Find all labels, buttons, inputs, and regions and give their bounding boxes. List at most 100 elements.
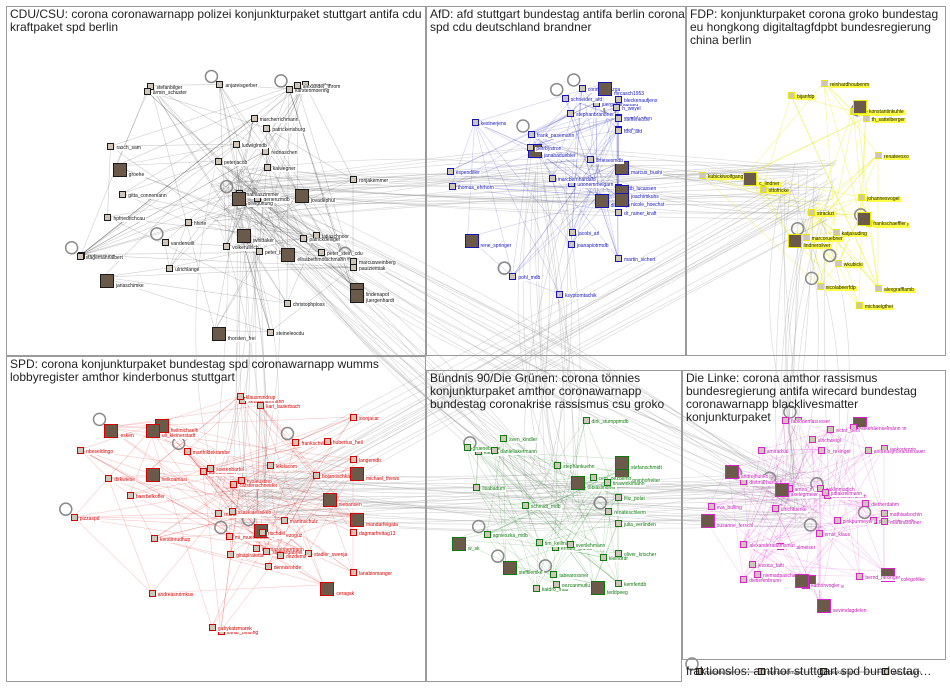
node-avatar	[263, 124, 271, 132]
node-avatar	[231, 191, 246, 206]
edge	[595, 102, 598, 198]
node-avatar	[758, 668, 765, 675]
node-label: h_weyel	[621, 106, 642, 113]
node-avatar	[145, 467, 160, 482]
node-label: uwe_kamann	[890, 670, 922, 676]
edge	[263, 213, 839, 529]
node-label: beakabraun	[828, 670, 857, 676]
edge	[73, 469, 354, 518]
edge	[746, 117, 866, 176]
node-label: ronjakemmer	[358, 178, 390, 185]
edge	[295, 416, 354, 442]
edge	[115, 165, 304, 239]
edge	[467, 122, 475, 238]
node-label: lekdacom	[274, 463, 299, 470]
edge	[546, 486, 797, 494]
edge	[530, 102, 596, 135]
edge	[202, 470, 222, 631]
node-avatar	[554, 462, 562, 469]
node-avatar	[571, 475, 586, 490]
edge	[224, 173, 821, 206]
node-label: pohl_mdb	[517, 275, 542, 282]
node-label: steffilemke	[517, 570, 544, 577]
edge	[79, 150, 266, 257]
edge	[250, 181, 797, 203]
edge	[818, 494, 827, 533]
edge	[242, 399, 317, 476]
node-label: mandarfeigata	[365, 521, 399, 528]
edge	[186, 399, 243, 452]
node-label: steffenkotre	[623, 116, 652, 123]
edge	[743, 512, 884, 544]
edge	[115, 165, 354, 262]
edge	[556, 464, 619, 498]
edge	[563, 187, 581, 504]
edge	[249, 172, 539, 187]
node-avatar	[256, 247, 263, 255]
fraktionslos-title: fraktionslos: amthor stuttgart spd bunde…	[686, 664, 932, 678]
node-label: christophploss	[291, 302, 326, 309]
edge	[810, 212, 879, 289]
self-loop	[823, 248, 837, 263]
node-label: tabearossner	[558, 572, 590, 579]
node-avatar	[183, 448, 191, 456]
edge	[535, 542, 540, 589]
node-avatar	[166, 264, 174, 272]
self-loop	[280, 426, 295, 441]
edge	[589, 158, 619, 259]
edge	[774, 503, 866, 509]
node-label: pinkpurmeyer	[841, 519, 874, 526]
edge	[168, 83, 306, 268]
node-label: jwhittaker	[251, 238, 275, 245]
edge	[263, 192, 809, 214]
edge	[209, 441, 296, 468]
node-label: ceragak	[335, 590, 356, 597]
edge	[238, 168, 535, 500]
node-avatar	[483, 531, 491, 539]
edge	[502, 437, 595, 584]
self-loop	[204, 69, 219, 84]
edge	[454, 481, 607, 540]
edge	[79, 192, 240, 257]
node-avatar	[740, 576, 748, 584]
edge	[268, 200, 586, 221]
node-avatar	[76, 252, 84, 260]
node-label: kestnerjens	[479, 121, 508, 128]
node-label: erhard_grundl	[559, 546, 594, 553]
node-label: marcbernhardafd	[556, 177, 597, 184]
node-avatar	[815, 529, 823, 537]
edge	[819, 449, 822, 602]
node-avatar	[834, 260, 842, 268]
edge	[325, 495, 354, 573]
edge	[823, 82, 879, 155]
node-avatar	[147, 82, 155, 90]
edge	[823, 82, 854, 112]
node-avatar	[816, 598, 831, 613]
node-avatar	[615, 579, 622, 587]
edge	[80, 117, 254, 255]
node-label: espendiller	[454, 169, 481, 176]
edge	[153, 538, 324, 586]
node-avatar	[521, 502, 529, 510]
node-avatar	[615, 127, 622, 135]
node-label: armin_schuster	[151, 90, 188, 97]
edge	[221, 170, 806, 191]
node-avatar	[350, 512, 364, 527]
node-label: baerbelkofler	[134, 494, 166, 501]
edge	[266, 127, 299, 193]
edge	[237, 222, 279, 498]
edge	[512, 163, 619, 277]
node-avatar	[699, 171, 706, 179]
node-label: marcusweinberg	[358, 260, 397, 267]
node-avatar	[112, 162, 127, 177]
node-avatar	[448, 182, 456, 190]
node-avatar	[880, 509, 888, 517]
node-label: hhirte	[192, 220, 208, 227]
node-avatar	[318, 248, 326, 256]
edge	[283, 475, 317, 520]
node-avatar	[236, 229, 251, 244]
edge	[574, 478, 604, 558]
edge	[823, 82, 854, 112]
edge	[108, 464, 270, 479]
edge	[583, 160, 796, 215]
